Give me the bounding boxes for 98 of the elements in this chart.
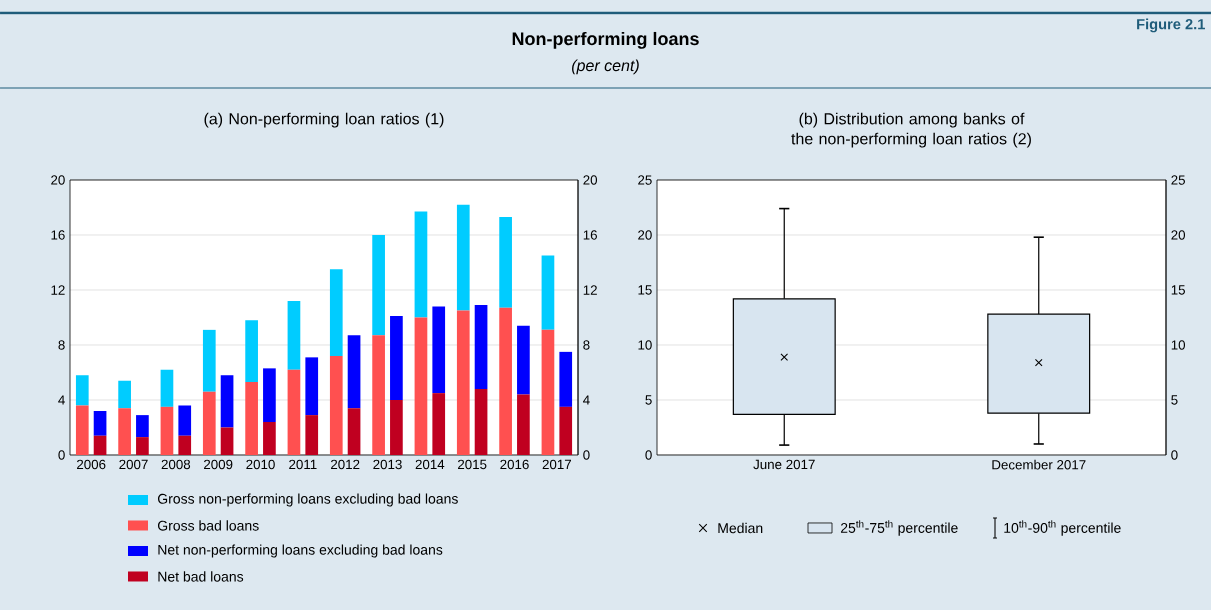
bar [414,317,428,455]
bar [347,335,361,409]
bar [287,300,301,370]
y-tick-label: 12 [51,285,65,295]
x-tick-label: June 2017 [753,459,815,470]
x-tick-label: 2017 [542,459,571,470]
text: Non-performing loans [512,31,699,49]
bar [160,369,174,407]
text: 25$^{th}$-75$^{th}$ percentile [840,520,958,536]
bar [202,329,216,392]
bar [559,351,573,407]
bar [160,406,174,455]
chart-title: (b) Distribution among banks of the non-performing loan ratios (2) [791,112,1031,148]
bar [178,435,192,455]
bar [220,427,234,455]
x-tick-label: 2009 [204,459,233,470]
bar [93,410,107,436]
bar [517,325,530,395]
y2-tick-label: 0 [1171,450,1178,460]
x-tick-label: 2010 [246,459,275,470]
bar [541,255,555,330]
chart-title: (a) Non-performing loan ratios (1) [204,112,444,128]
text: (per cent) [572,59,639,75]
legend-label: Net non-performing loans excluding bad loans [158,544,443,558]
bar [245,382,258,455]
bar [305,415,319,455]
y-tick-label: 4 [58,395,65,405]
bar [220,375,234,428]
x-tick-label: 2012 [331,459,360,470]
y2-tick-label: 20 [1171,230,1186,240]
bar [499,217,512,308]
y2-tick-label: 16 [583,230,597,240]
bar [414,211,428,318]
y2-tick-label: 4 [583,395,590,405]
y2-tick-label: 15 [1171,285,1185,295]
caption: Figure 2.1 [1137,18,1205,33]
bar [456,204,470,311]
y2-tick-label: 0 [583,450,590,460]
bar [75,375,89,406]
y-tick-label: 16 [51,230,65,240]
y-tick-label: 20 [51,175,65,185]
y-tick-label: 0 [645,450,652,460]
bar [517,394,530,455]
bar [202,391,216,455]
y-tick-label: 25 [638,175,652,185]
bar [245,320,258,383]
y-tick-label: 0 [58,450,65,460]
bar [432,306,446,394]
bar [178,405,192,436]
y-tick-label: 5 [645,395,652,405]
x-tick-label: 2008 [161,459,191,470]
x-tick-label: December 2017 [992,459,1086,470]
bar [118,380,131,409]
legend-label: Gross bad loans [157,520,259,531]
y2-tick-label: 5 [1171,395,1178,405]
legend-label: Net bad loans [158,571,244,582]
y2-tick-label: 20 [583,175,598,185]
legend-label: Gross non-performing loans excluding bad loans [157,493,458,507]
bar [263,421,276,455]
y2-tick-label: 10 [1171,340,1186,350]
bar [118,408,131,455]
bar [390,399,403,455]
y-tick-label: 20 [638,230,652,240]
y2-tick-label: 12 [583,285,597,295]
y2-tick-label: 8 [583,340,590,350]
x-tick-label: 2015 [458,459,487,470]
bar [347,408,361,455]
bar [559,406,573,455]
bar [136,437,149,455]
bar [136,415,149,438]
x-tick-label: 2011 [289,459,317,470]
bar [456,310,470,455]
y2-tick-label: 25 [1171,175,1185,185]
y-tick-label: 8 [58,340,65,350]
bar [474,305,488,389]
x-tick-label: 2013 [373,459,402,470]
bar [432,393,446,455]
bar [474,388,488,455]
bar [541,329,555,455]
bar [93,435,107,455]
bar [329,269,343,356]
bar [305,357,319,416]
bar [329,355,343,455]
x-tick-label: 2014 [415,459,445,470]
x-tick-label: 2016 [500,459,529,470]
bar [75,405,89,455]
text: 10$^{th}$-90$^{th}$ percentile [1004,520,1121,536]
bar [287,369,301,455]
y-tick-label: 10 [638,340,652,350]
x-tick-label: 2007 [119,459,148,470]
bar [390,316,403,400]
bar [499,307,512,455]
bar [372,335,385,455]
bar [372,234,385,336]
text: Median [718,522,763,534]
bar [263,368,276,422]
y-tick-label: 15 [638,285,652,295]
x-tick-label: 2006 [77,459,106,470]
